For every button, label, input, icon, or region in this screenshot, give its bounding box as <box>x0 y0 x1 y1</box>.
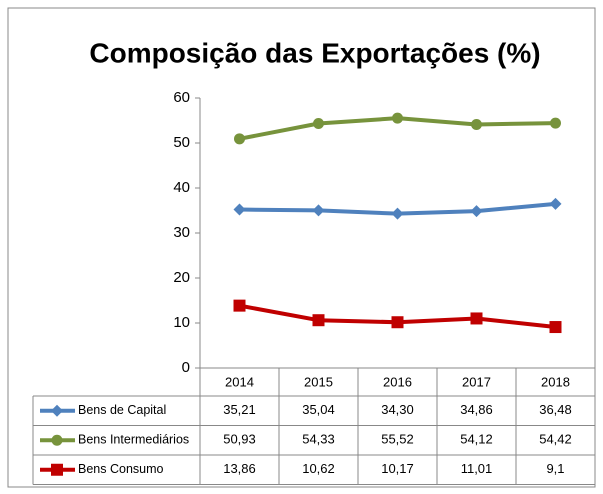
data-point <box>313 118 324 130</box>
data-point <box>312 314 325 327</box>
x-tick-label: 2016 <box>383 374 412 389</box>
table-value: 35,04 <box>302 402 335 417</box>
y-tick-label: 0 <box>182 359 190 376</box>
table-value: 54,12 <box>460 432 493 447</box>
table-value: 34,30 <box>381 402 414 417</box>
table-value: 13,86 <box>223 461 256 476</box>
table-value: 36,48 <box>539 402 572 417</box>
legend-label: Bens Intermediários <box>78 433 189 447</box>
table-value: 11,01 <box>461 461 493 476</box>
data-point <box>391 207 404 220</box>
data-point <box>470 205 483 218</box>
data-point <box>234 133 245 145</box>
table-value: 55,52 <box>381 432 414 447</box>
chart-title: Composição das Exportações (%) <box>89 37 540 68</box>
x-tick-label: 2018 <box>541 374 570 389</box>
legend-marker <box>51 434 63 446</box>
table-value: 10,17 <box>381 461 414 476</box>
data-point <box>233 203 246 216</box>
table-value: 54,42 <box>539 432 572 447</box>
x-tick-label: 2017 <box>462 374 491 389</box>
table-value: 35,21 <box>223 402 256 417</box>
data-point <box>391 316 404 329</box>
y-tick-label: 20 <box>173 269 190 286</box>
data-point <box>549 321 562 334</box>
data-point <box>549 197 562 210</box>
legend-label: Bens de Capital <box>78 403 166 417</box>
y-tick-label: 50 <box>173 134 190 151</box>
x-tick-label: 2015 <box>304 374 333 389</box>
table-value: 54,33 <box>302 432 335 447</box>
data-point <box>471 118 482 130</box>
data-point <box>550 117 561 129</box>
y-tick-label: 40 <box>173 179 190 196</box>
chart-frame <box>7 7 596 488</box>
legend-marker <box>51 404 63 417</box>
table-value: 34,86 <box>460 402 493 417</box>
x-tick-label: 2014 <box>225 374 254 389</box>
data-point <box>470 312 483 325</box>
y-tick-label: 10 <box>173 314 190 331</box>
legend-marker <box>51 463 63 476</box>
y-tick-label: 60 <box>173 89 190 106</box>
legend-label: Bens Consumo <box>78 462 164 476</box>
y-tick-label: 30 <box>173 224 190 241</box>
data-point <box>392 112 403 124</box>
table-value: 10,62 <box>302 461 335 476</box>
data-point <box>312 204 325 217</box>
table-value: 9,1 <box>546 461 564 476</box>
table-value: 50,93 <box>223 432 256 447</box>
data-point <box>233 299 246 312</box>
